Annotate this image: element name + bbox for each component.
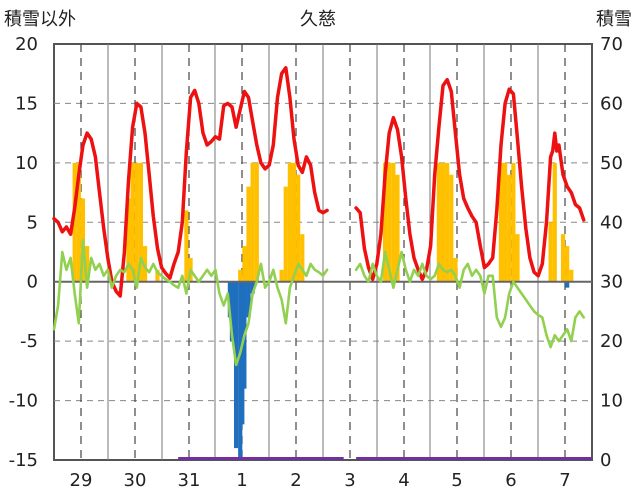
precip-bar — [229, 281, 235, 342]
x-tick-label: 4 — [398, 470, 409, 491]
wind-line — [52, 238, 329, 367]
x-tick-label: 7 — [559, 470, 570, 491]
sunshine-bar — [548, 222, 553, 282]
sunshine-bar — [445, 162, 450, 282]
sunshine-bar — [287, 162, 292, 282]
sunshine-bar — [246, 186, 251, 282]
sunshine-bar — [76, 162, 81, 282]
y-right-tick-label: 70 — [600, 34, 623, 55]
sunshine-bar — [560, 234, 566, 282]
sunshine-bar — [453, 257, 458, 282]
y-left-tick-label: 15 — [15, 93, 38, 114]
y-right-tick-label: 0 — [600, 450, 611, 471]
sunshine-bar — [279, 269, 284, 282]
y-left-tick-label: -5 — [20, 331, 38, 352]
y-left-tick-label: 20 — [15, 34, 38, 55]
sunshine-bar — [250, 162, 255, 282]
sunshine-bar — [387, 162, 392, 282]
sunshine-bar — [184, 210, 189, 282]
sunshine-bar — [515, 234, 520, 282]
wind-line — [354, 250, 586, 349]
sunshine-bar — [126, 198, 131, 282]
sunshine-bar — [498, 162, 504, 282]
x-tick-label: 5 — [451, 470, 462, 491]
sunshine-bar — [242, 246, 247, 282]
x-tick-label: 31 — [178, 470, 201, 491]
y-left-tick-label: 0 — [27, 272, 38, 293]
sunshine-bar — [130, 162, 135, 282]
sunshine-bar — [142, 246, 148, 282]
temperature-line — [354, 77, 586, 282]
x-tick-label: 6 — [505, 470, 516, 491]
y-right-tick-label: 60 — [600, 93, 623, 114]
sunshine-bar — [155, 269, 160, 282]
y-left-tick-label: 10 — [15, 153, 38, 174]
x-tick-label: 3 — [344, 470, 355, 491]
chart-title: 久慈 — [300, 9, 336, 30]
precip-bar — [565, 281, 570, 288]
y-right-tick-label: 20 — [600, 331, 623, 352]
sunshine-bar — [436, 162, 441, 282]
sunshine-bar — [283, 186, 288, 282]
sunshine-bar — [449, 174, 454, 282]
sunshine-bar — [296, 174, 301, 282]
y-right-tick-label: 30 — [600, 272, 623, 293]
sunshine-bar — [511, 162, 516, 282]
sunshine-bar — [238, 269, 243, 282]
sunshine-bar — [395, 174, 400, 282]
sunshine-bar — [565, 246, 570, 282]
sunshine-bar — [72, 162, 77, 282]
precip-bar — [246, 281, 251, 318]
y-left-axis-title: 積雪以外 — [4, 9, 76, 30]
x-tick-label: 30 — [124, 470, 147, 491]
sunshine-bar — [85, 246, 90, 282]
x-tick-label: 1 — [236, 470, 247, 491]
sunshine-bar — [134, 162, 139, 282]
y-right-tick-label: 40 — [600, 212, 623, 233]
x-tick-label: 29 — [70, 470, 93, 491]
sunshine-bar — [300, 234, 305, 282]
sunshine-bar — [507, 174, 512, 282]
sunshine-bar — [552, 162, 557, 282]
y-left-tick-label: -15 — [9, 450, 38, 471]
y-right-axis-title: 積雪 — [596, 9, 632, 30]
y-right-tick-label: 10 — [600, 391, 623, 412]
sunshine-bar — [291, 162, 297, 282]
y-left-tick-label: 5 — [27, 212, 38, 233]
sunshine-bar — [502, 162, 508, 282]
x-tick-label: 2 — [290, 470, 301, 491]
y-right-tick-label: 50 — [600, 153, 623, 174]
sunshine-bar — [138, 162, 144, 282]
temperature-line — [52, 66, 329, 298]
y-left-tick-label: -10 — [9, 391, 38, 412]
sunshine-bar — [440, 162, 446, 282]
sunshine-bar — [382, 162, 388, 282]
sunshine-bar — [254, 162, 259, 282]
precip-bar — [250, 281, 255, 294]
sunshine-bar — [569, 269, 574, 282]
sunshine-bar — [391, 162, 396, 282]
